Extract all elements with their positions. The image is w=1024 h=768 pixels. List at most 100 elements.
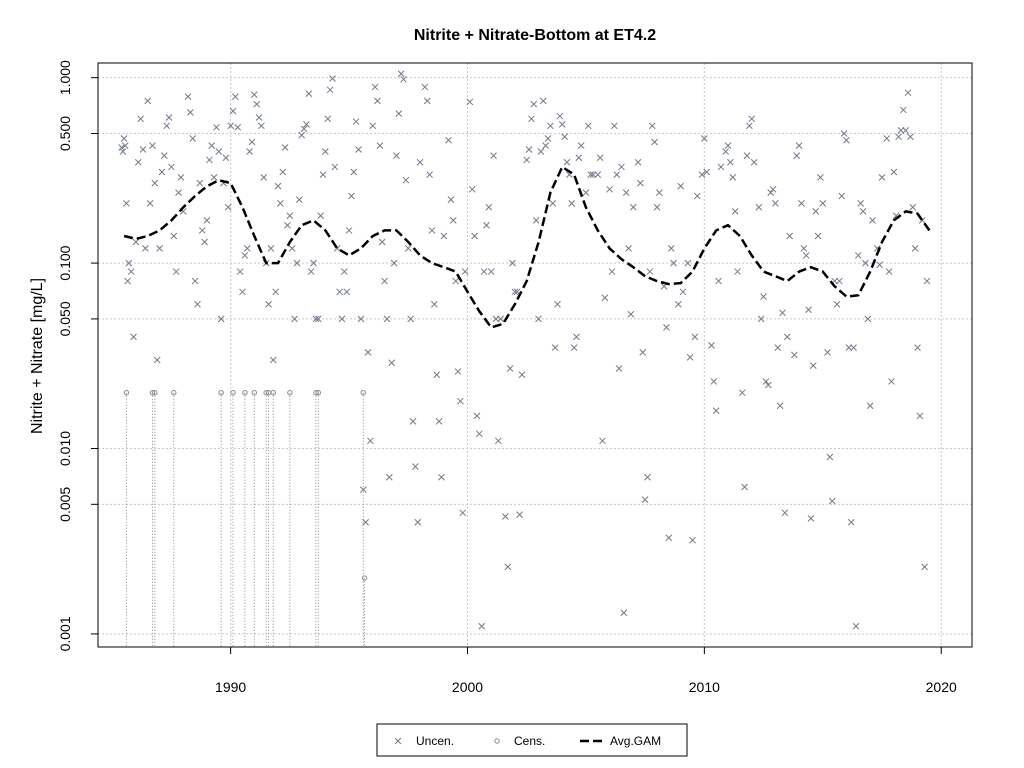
uncensored-point xyxy=(184,93,192,101)
uncensored-point xyxy=(518,371,526,379)
uncensored-point xyxy=(295,196,303,203)
uncensored-point xyxy=(480,268,488,275)
uncensored-point xyxy=(731,208,739,215)
uncensored-point xyxy=(850,344,857,351)
uncensored-point xyxy=(253,100,261,108)
uncensored-point xyxy=(772,199,779,207)
uncensored-point xyxy=(651,138,658,146)
uncensored-point xyxy=(146,199,154,207)
uncensored-point xyxy=(890,168,898,176)
uncensored-point xyxy=(689,536,696,544)
uncensored-point xyxy=(236,268,244,275)
uncensored-point xyxy=(779,309,786,317)
uncensored-point xyxy=(272,288,279,296)
uncensored-point xyxy=(899,106,907,114)
y-axis-label: Nitrite + Nitrate [mg/L] xyxy=(29,278,46,434)
uncensored-point xyxy=(317,212,324,220)
uncensored-point xyxy=(506,365,514,372)
uncensored-point xyxy=(137,115,144,123)
uncensored-point xyxy=(149,142,156,149)
uncensored-point xyxy=(568,199,576,207)
uncensored-point xyxy=(613,171,621,178)
uncensored-point xyxy=(303,121,310,128)
uncensored-point xyxy=(836,277,843,285)
uncensored-point xyxy=(750,158,758,166)
uncensored-point xyxy=(542,142,550,149)
uncensored-point xyxy=(663,324,670,331)
uncensored-point xyxy=(369,122,377,130)
uncensored-point xyxy=(134,158,142,166)
uncensored-point xyxy=(265,300,272,308)
uncensored-point xyxy=(118,144,126,151)
uncensored-point xyxy=(250,91,258,99)
uncensored-point xyxy=(322,148,329,155)
uncensored-point xyxy=(570,344,578,351)
uncensored-point xyxy=(281,144,289,151)
uncensored-point xyxy=(734,268,741,275)
uncensored-point xyxy=(412,463,419,470)
uncensored-point xyxy=(629,203,637,211)
uncensored-point xyxy=(241,252,249,259)
uncensored-point xyxy=(416,158,424,166)
uncensored-point xyxy=(748,115,756,123)
uncensored-point xyxy=(587,171,595,178)
uncensored-point xyxy=(144,97,152,105)
uncensored-point xyxy=(798,199,805,207)
uncensored-point xyxy=(350,168,358,176)
uncensored-point xyxy=(367,437,374,445)
uncensored-point xyxy=(246,148,253,155)
uncensored-point xyxy=(909,203,917,211)
uncensored-point xyxy=(355,146,362,153)
y-tick-label: 0.500 xyxy=(57,116,73,151)
uncensored-point xyxy=(812,208,820,215)
uncensored-point xyxy=(130,333,137,341)
uncensored-point xyxy=(729,174,737,181)
uncensored-point xyxy=(888,378,895,385)
uncensored-point xyxy=(438,473,445,481)
uncensored-point xyxy=(563,158,571,166)
uncensored-point xyxy=(667,245,675,252)
censored-point xyxy=(315,389,321,396)
censored-point xyxy=(361,575,368,581)
uncensored-point xyxy=(258,122,265,130)
uncensored-point xyxy=(371,83,379,91)
uncensored-point xyxy=(921,563,928,571)
uncensored-point xyxy=(305,90,313,98)
uncensored-point xyxy=(121,142,129,149)
uncensored-point xyxy=(622,189,630,196)
uncensored-point xyxy=(189,135,197,142)
uncensored-point xyxy=(390,259,398,267)
uncensored-point xyxy=(163,122,171,130)
uncensored-point xyxy=(833,300,841,308)
uncensored-point xyxy=(248,138,256,146)
uncensored-point xyxy=(234,123,242,131)
uncensored-point xyxy=(845,344,853,351)
uncensored-point xyxy=(433,371,441,379)
uncensored-point xyxy=(637,179,644,187)
uncensored-point xyxy=(307,268,315,275)
uncensored-point xyxy=(466,98,474,106)
uncensored-point xyxy=(414,518,422,526)
censored-point xyxy=(251,389,258,396)
uncensored-point xyxy=(530,100,538,108)
uncensored-point xyxy=(859,208,867,215)
uncensored-point xyxy=(606,185,613,193)
uncensored-point xyxy=(215,148,223,155)
uncensored-point xyxy=(449,217,457,224)
uncensored-point xyxy=(558,121,566,128)
uncensored-point xyxy=(255,114,263,121)
uncensored-point xyxy=(554,300,561,308)
uncensored-point xyxy=(284,221,291,229)
uncensored-point xyxy=(374,97,381,105)
uncensored-point xyxy=(120,135,128,142)
uncensored-point xyxy=(738,389,746,397)
uncensored-point xyxy=(345,227,353,234)
uncensored-point xyxy=(198,227,206,234)
uncensored-point xyxy=(577,142,585,149)
uncensored-point xyxy=(741,483,748,491)
uncensored-point xyxy=(213,123,220,131)
uncensored-point xyxy=(679,288,687,296)
uncensored-point xyxy=(132,238,140,246)
uncensored-point xyxy=(805,306,812,314)
uncensored-point xyxy=(504,563,512,571)
